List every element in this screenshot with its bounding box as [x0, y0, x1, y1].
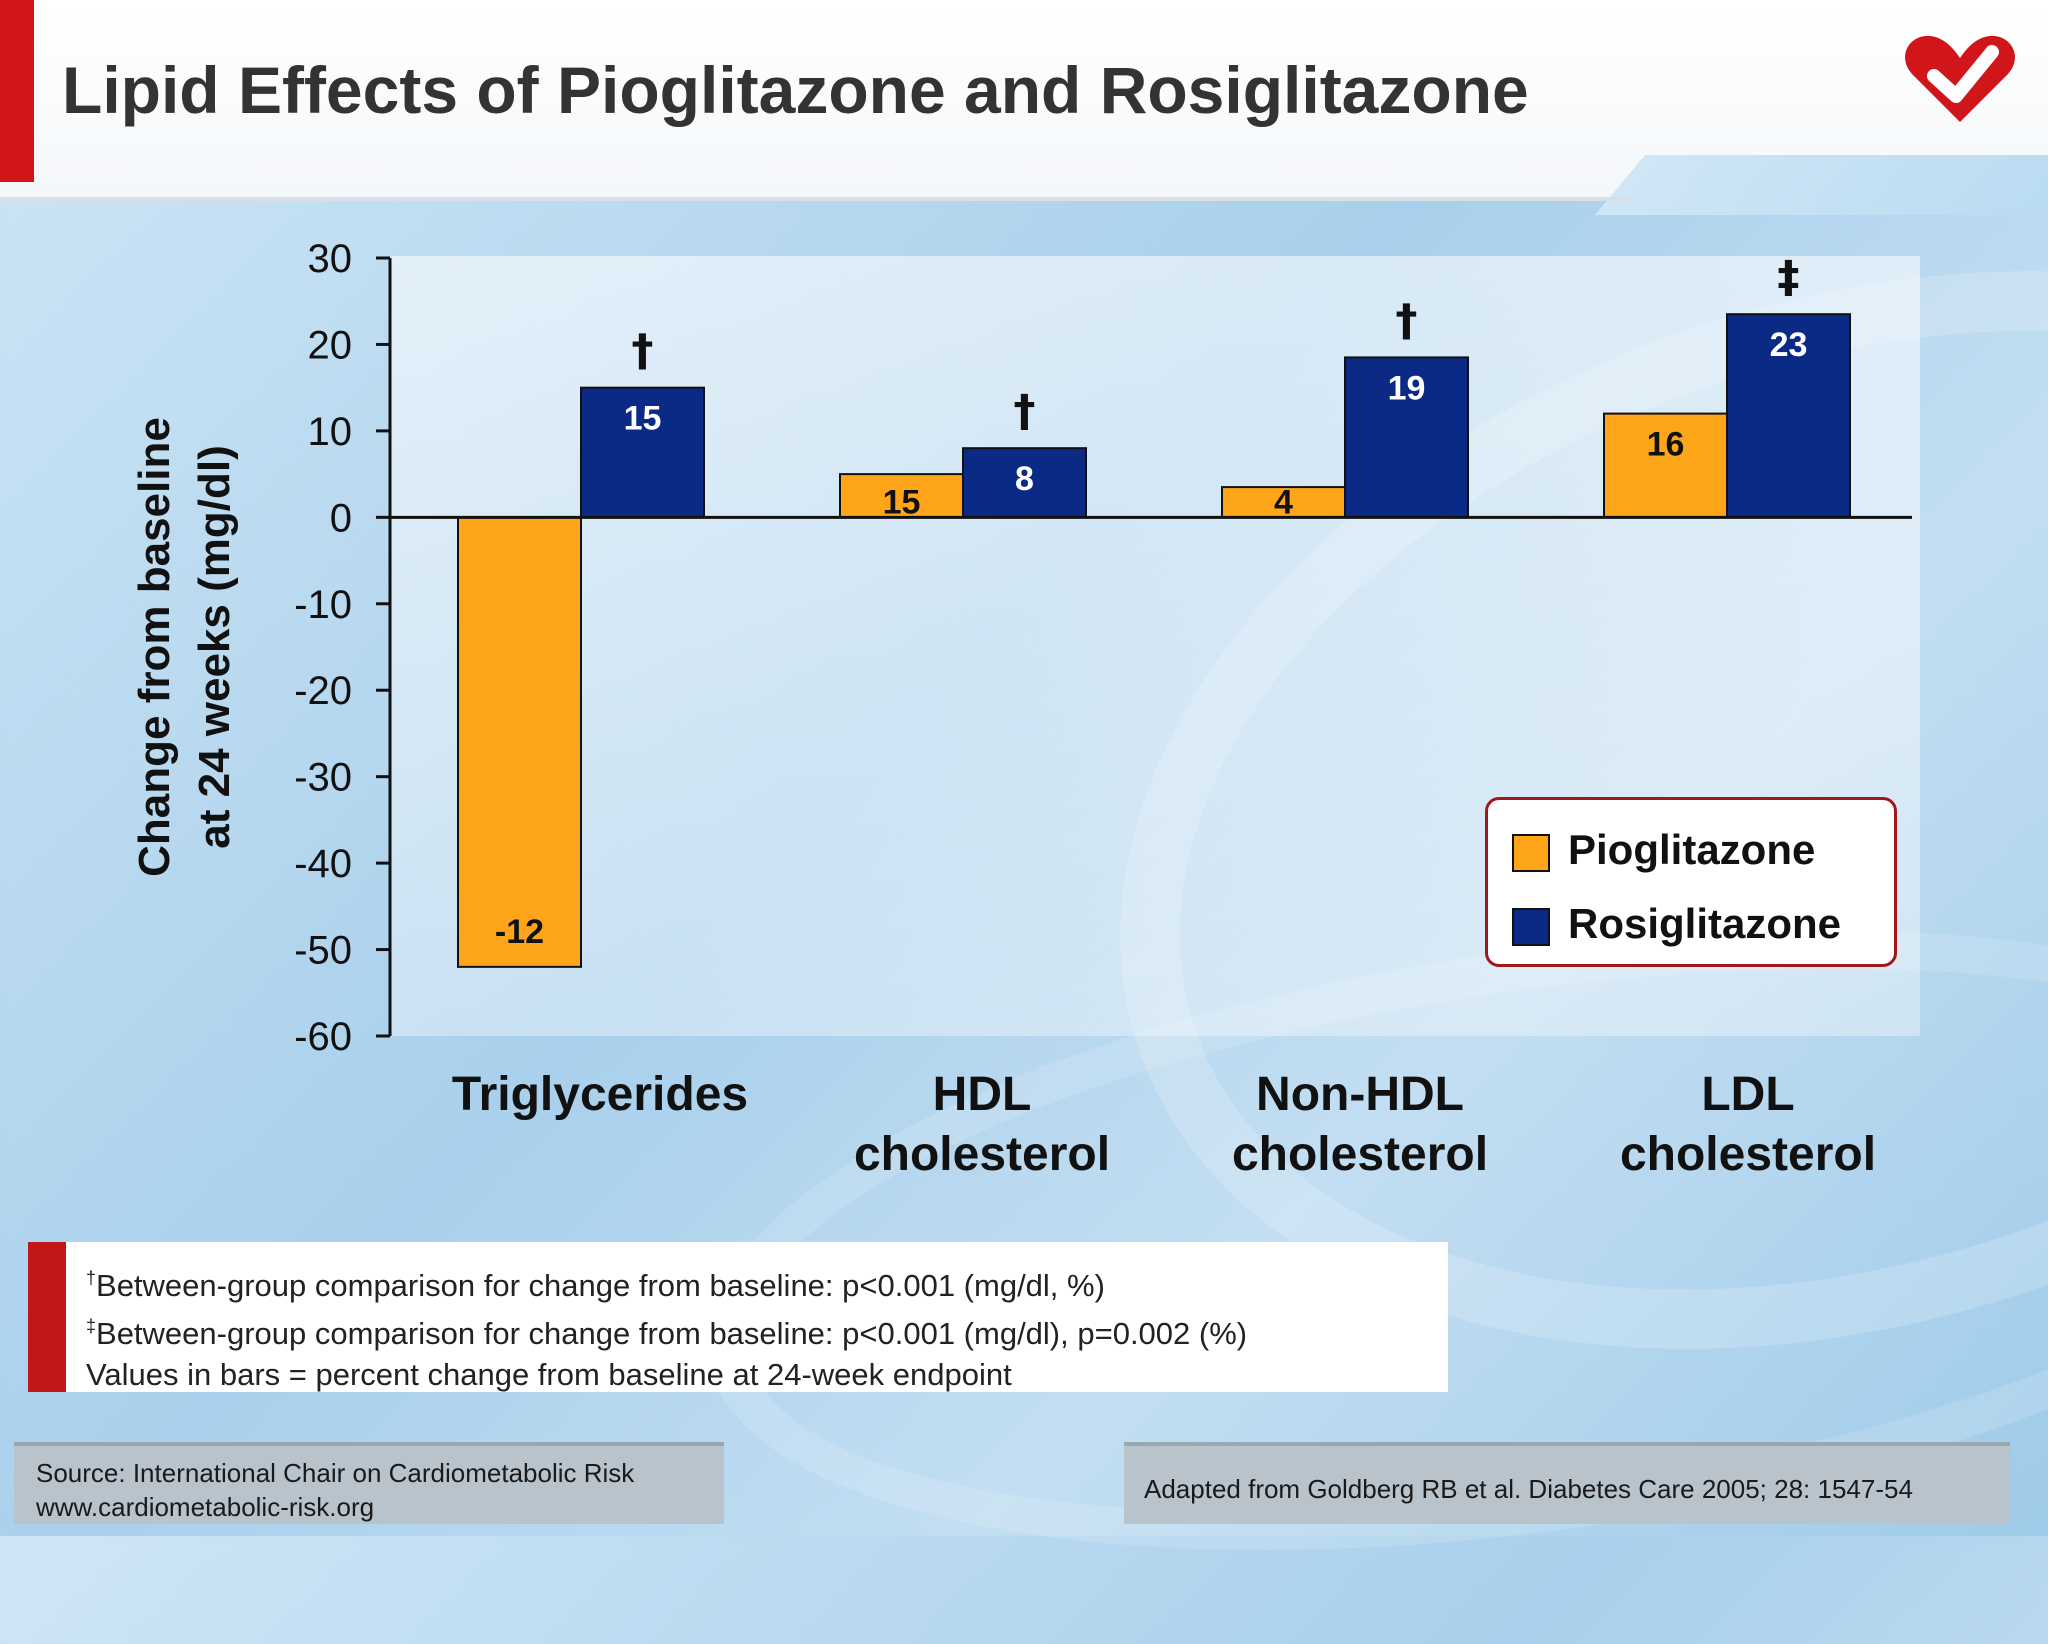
- bar-value-label: 8: [1015, 460, 1034, 498]
- source-line: Source: International Chair on Cardiomet…: [36, 1458, 635, 1488]
- bar-rosiglitazone: [580, 386, 705, 519]
- bar-chart: 30 20 10 0 -10 -20 -30 -40 -50 -60 -12 15 4 16 15 † 8 † 19…: [294, 237, 1912, 1059]
- significance-marker: †: [1396, 295, 1418, 346]
- bar-pioglitazone: [457, 516, 582, 968]
- bar-value-label: 4: [1274, 483, 1293, 521]
- y-tick-label: -50: [294, 929, 352, 973]
- footnotes-accent-bar: [28, 1242, 66, 1392]
- bar-value-label: 23: [1770, 326, 1808, 364]
- y-tick-label: -40: [294, 842, 352, 886]
- category-label-triglycerides: Triglycerides: [451, 1068, 749, 1121]
- bar-value-label: -12: [495, 913, 544, 951]
- bar-value-label: 19: [1388, 369, 1426, 407]
- header-divider: [0, 197, 1630, 201]
- bar-pioglitazone: [1603, 412, 1728, 519]
- y-tick-label: 0: [330, 496, 352, 540]
- legend-label: Pioglitazone: [1568, 826, 1816, 873]
- chart-legend: Pioglitazone Rosiglitazone: [1485, 797, 1897, 967]
- significance-marker: †: [1014, 386, 1036, 437]
- slide-title: Lipid Effects of Pioglitazone and Rosigl…: [62, 53, 1529, 127]
- source-box: Source: International Chair on Cardiomet…: [14, 1442, 724, 1524]
- legend-swatch: [1512, 907, 1550, 946]
- footnotes-box: †Between-group comparison for change fro…: [28, 1242, 1448, 1392]
- y-tick-label: -60: [294, 1015, 352, 1059]
- legend-swatch: [1512, 833, 1550, 872]
- citation-box: Adapted from Goldberg RB et al. Diabetes…: [1124, 1442, 2010, 1524]
- category-label-hdl: HDL cholesterol: [853, 1068, 1111, 1181]
- legend-item-rosiglitazone: Rosiglitazone: [1512, 900, 1841, 948]
- y-tick-label: -30: [294, 756, 352, 800]
- bar-value-label: 16: [1647, 426, 1685, 464]
- y-tick-label: -10: [294, 583, 352, 627]
- footnote-values-note: Values in bars = percent change from bas…: [86, 1357, 1012, 1392]
- footnote-double-dagger: ‡Between-group comparison for change fro…: [86, 1316, 1248, 1351]
- heart-check-icon: [1905, 35, 2015, 123]
- y-axis-label: Change from baseline at 24 weeks (mg/dl): [130, 417, 239, 877]
- y-tick-label: 10: [308, 410, 353, 454]
- y-tick-label: -20: [294, 669, 352, 713]
- category-label-ldl: LDL cholesterol: [1619, 1068, 1877, 1181]
- significance-marker: ‡: [1778, 252, 1800, 303]
- header-accent-bar: [0, 0, 34, 182]
- legend-item-pioglitazone: Pioglitazone: [1512, 826, 1815, 874]
- significance-marker: †: [632, 326, 654, 377]
- bar-rosiglitazone: [962, 447, 1087, 519]
- y-tick-label: 20: [308, 323, 353, 367]
- bar-value-label: 15: [624, 400, 662, 438]
- category-label-non-hdl: Non-HDL cholesterol: [1231, 1068, 1489, 1181]
- y-tick-label: 30: [308, 237, 353, 281]
- citation-text: Adapted from Goldberg RB et al. Diabetes…: [1144, 1474, 1913, 1504]
- bar-pioglitazone: [1221, 486, 1346, 519]
- legend-label: Rosiglitazone: [1568, 900, 1842, 947]
- source-url: www.cardiometabolic-risk.org: [36, 1492, 375, 1522]
- footnote-dagger: †Between-group comparison for change fro…: [86, 1268, 1105, 1303]
- bar-value-label: 15: [883, 483, 921, 521]
